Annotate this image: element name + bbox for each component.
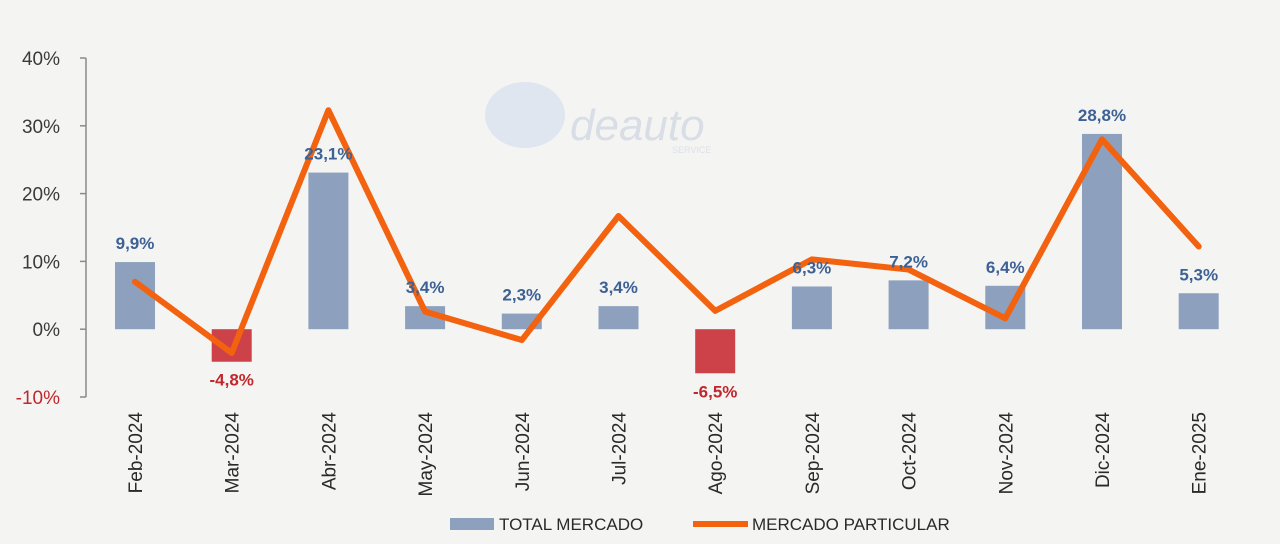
- line-series-mercado-particular: [132, 107, 1202, 356]
- data-label: 7,2%: [889, 252, 928, 271]
- y-tick-label: 30%: [22, 117, 60, 138]
- x-tick-label: Oct-2024: [900, 412, 921, 491]
- x-tick-label: Feb-2024: [126, 412, 147, 494]
- data-label: 6,4%: [986, 258, 1025, 277]
- data-label: 2,3%: [502, 286, 541, 305]
- y-tick-label: -10%: [16, 388, 60, 409]
- data-label: -6,5%: [693, 382, 737, 401]
- bar-feb-2024: [115, 262, 155, 330]
- x-tick-label: Jun-2024: [513, 412, 534, 492]
- x-tick-label: Ene-2025: [1190, 412, 1211, 494]
- x-tick-label: May-2024: [416, 412, 437, 497]
- watermark-text: deauto: [570, 101, 705, 150]
- y-tick-label: 40%: [22, 49, 60, 70]
- bar-jul-2024: [598, 306, 639, 330]
- y-tick-label: 0%: [33, 320, 61, 341]
- x-tick-label: Jul-2024: [610, 412, 631, 485]
- bar-ene-2025: [1178, 293, 1219, 330]
- x-tick-label: Dic-2024: [1093, 412, 1114, 488]
- data-label: 23,1%: [304, 145, 352, 164]
- bar-ago-2024: [695, 329, 736, 374]
- legend-label-total-mercado: TOTAL MERCADO: [499, 515, 643, 534]
- x-tick-label: Nov-2024: [996, 412, 1017, 495]
- bar-oct-2024: [888, 280, 929, 330]
- watermark-logo: deauto SERVICE: [485, 82, 711, 155]
- data-label: 5,3%: [1179, 265, 1218, 284]
- bar-sep-2024: [791, 286, 832, 330]
- data-label: 3,4%: [599, 278, 638, 297]
- watermark-subtext: SERVICE: [672, 145, 711, 155]
- x-tick-label: Abr-2024: [319, 412, 340, 491]
- legend-label-mercado-particular: MERCADO PARTICULAR: [752, 515, 950, 534]
- watermark-globe-icon: [485, 82, 565, 148]
- data-label: 9,9%: [116, 234, 155, 253]
- x-tick-label: Mar-2024: [223, 412, 244, 494]
- y-tick-label: 10%: [22, 252, 60, 273]
- bar-abr-2024: [308, 172, 349, 330]
- data-label: 6,3%: [793, 258, 832, 277]
- data-label: 3,4%: [406, 278, 445, 297]
- y-tick-label: 20%: [22, 185, 60, 206]
- legend-swatch-total-mercado: [450, 518, 494, 530]
- x-tick-label: Ago-2024: [706, 412, 727, 495]
- data-label: -4,8%: [209, 371, 253, 390]
- x-tick-label: Sep-2024: [803, 412, 824, 495]
- data-label: 28,8%: [1078, 106, 1126, 125]
